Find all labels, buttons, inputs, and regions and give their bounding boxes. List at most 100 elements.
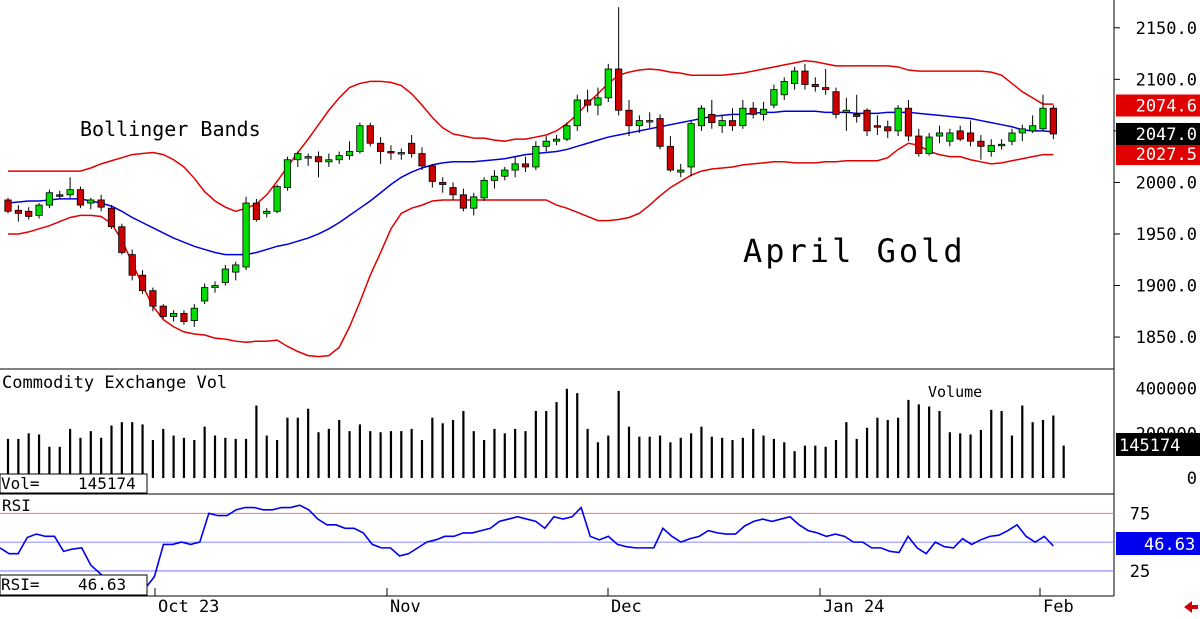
- x-tick-label: Dec: [611, 597, 642, 617]
- bollinger-middle-band: [7, 110, 1054, 256]
- middle-band-badge-bg: [1116, 122, 1200, 145]
- candle: [397, 148, 405, 160]
- candle: [646, 112, 654, 128]
- candlestick-series: [4, 7, 1057, 327]
- candle: [335, 151, 343, 164]
- candle: [87, 197, 95, 210]
- candle: [490, 170, 499, 189]
- candle: [263, 208, 271, 218]
- candle: [935, 125, 944, 144]
- candle: [677, 163, 685, 178]
- x-tick-label: Oct 23: [158, 597, 219, 617]
- rsi-panel-title: RSI: [2, 496, 31, 515]
- candle: [511, 156, 519, 178]
- candle: [242, 196, 250, 271]
- price-tick-label: 2000.0: [1136, 173, 1197, 193]
- candle: [470, 192, 478, 216]
- rsi-readout-box: [0, 574, 148, 596]
- candle: [345, 141, 354, 160]
- candle: [718, 115, 726, 133]
- candle: [791, 66, 799, 90]
- x-tick-label: Nov: [390, 597, 421, 617]
- volume-badge: 145174: [1119, 436, 1180, 456]
- candle: [728, 108, 737, 131]
- candle: [107, 205, 116, 229]
- upper-band-badge: 2074.6: [1136, 97, 1197, 117]
- candle: [811, 77, 819, 92]
- middle-band-badge: 2047.0: [1136, 125, 1197, 145]
- candle: [780, 77, 788, 100]
- rsi-reference-lines: [0, 512, 1114, 572]
- candle: [552, 134, 561, 146]
- candle: [14, 205, 22, 222]
- candle: [656, 114, 664, 150]
- candle: [180, 310, 188, 325]
- volume-readout-value: 145174: [78, 474, 136, 493]
- candle: [573, 94, 581, 131]
- volume-readout-box: [0, 473, 148, 494]
- scroll-arrow-icon[interactable]: [1184, 601, 1198, 613]
- candle: [594, 87, 602, 116]
- candle: [408, 134, 416, 158]
- lower-band-badge: 2027.5: [1136, 145, 1197, 165]
- candle: [459, 188, 468, 212]
- candle: [325, 153, 333, 167]
- candle: [1049, 105, 1057, 140]
- rsi-badge: 46.63: [1144, 535, 1195, 555]
- candle: [894, 105, 902, 137]
- candle: [138, 270, 147, 294]
- candle: [501, 166, 509, 181]
- volume-bars: [6, 388, 1065, 478]
- rsi-tick-label: 75: [1130, 504, 1150, 524]
- volume-panel-title: Commodity Exchange Vol: [2, 373, 227, 393]
- rsi-readout-label: RSI=: [1, 575, 40, 594]
- candle: [418, 147, 426, 171]
- candle: [376, 137, 385, 164]
- candle: [273, 184, 281, 214]
- candle: [925, 132, 933, 156]
- candle: [832, 87, 840, 119]
- candle: [915, 128, 923, 157]
- candle: [822, 69, 830, 95]
- price-tick-label: 1950.0: [1136, 225, 1197, 245]
- candle: [563, 122, 571, 142]
- volume-readout-label: Vol=: [1, 474, 40, 493]
- rsi-readout-value: 46.63: [78, 575, 126, 594]
- bollinger-upper-band: [8, 60, 1054, 213]
- candle: [987, 139, 995, 157]
- bollinger-annotation: Bollinger Bands: [80, 117, 261, 141]
- candle: [532, 141, 540, 171]
- candle: [1008, 128, 1016, 146]
- candle: [232, 261, 240, 281]
- volume-tick-label: 0: [1187, 469, 1197, 489]
- candle: [615, 7, 623, 116]
- candle: [428, 163, 436, 188]
- candle: [294, 151, 302, 167]
- candle: [449, 182, 457, 200]
- candle: [749, 102, 757, 119]
- candle: [201, 283, 209, 305]
- candle: [801, 63, 809, 90]
- candle: [998, 139, 1006, 150]
- price-y-ticks: 2150.02100.02050.02000.01950.01900.01850…: [1136, 19, 1197, 348]
- candle: [97, 194, 105, 212]
- candle: [283, 156, 292, 191]
- candle: [304, 153, 312, 166]
- candle: [480, 177, 488, 201]
- x-tick-label: Feb: [1043, 597, 1074, 617]
- bollinger-bands: [7, 60, 1054, 358]
- candle: [521, 156, 530, 173]
- candle: [770, 84, 778, 109]
- rsi-y-ticks: 75 25: [1130, 504, 1150, 582]
- candle: [635, 115, 643, 133]
- candle: [584, 89, 592, 113]
- price-tick-label: 1850.0: [1136, 328, 1197, 348]
- candle: [356, 122, 364, 154]
- rsi-tick-label: 25: [1130, 562, 1150, 582]
- candle: [221, 264, 229, 286]
- candle: [149, 287, 157, 312]
- price-grid: [1114, 27, 1120, 338]
- x-tick-label: Jan 24: [823, 597, 884, 617]
- rsi-badge-bg: [1116, 532, 1200, 555]
